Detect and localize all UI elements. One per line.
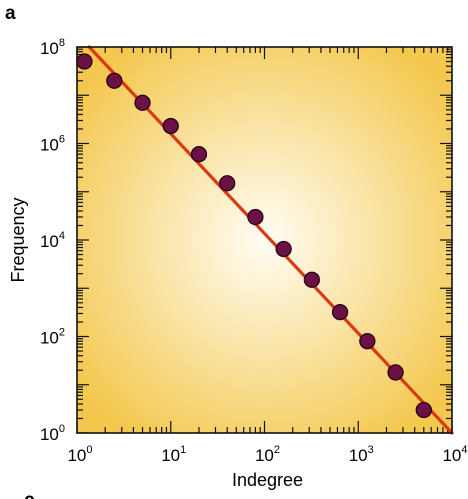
x-tick-label-exponent: 1 bbox=[180, 444, 186, 456]
panel-label: a bbox=[5, 3, 16, 24]
y-tick-label-base: 10 bbox=[40, 232, 59, 251]
data-point bbox=[190, 146, 208, 163]
y-tick-label: 102 bbox=[40, 327, 65, 348]
axis-ticks bbox=[76, 46, 453, 434]
x-tick-label-base: 10 bbox=[255, 446, 274, 465]
data-point bbox=[331, 303, 349, 321]
data-point bbox=[303, 271, 321, 288]
y-axis-title: Frequency bbox=[8, 197, 28, 282]
data-point bbox=[106, 72, 123, 89]
data-point bbox=[134, 94, 151, 111]
y-tick-label: 100 bbox=[40, 423, 65, 444]
data-point bbox=[415, 401, 432, 419]
x-tick-label-exponent: 4 bbox=[461, 444, 467, 456]
x-tick-label: 100 bbox=[67, 444, 92, 465]
y-tick-label: 104 bbox=[40, 230, 65, 251]
x-tick-label: 103 bbox=[349, 444, 374, 465]
y-tick-label: 106 bbox=[40, 134, 65, 155]
data-point bbox=[162, 117, 179, 135]
data-point bbox=[76, 53, 93, 70]
data-point bbox=[275, 240, 292, 258]
data-point bbox=[247, 208, 264, 226]
data-point bbox=[387, 364, 404, 381]
x-tick-label-base: 10 bbox=[349, 446, 368, 465]
y-tick-label-base: 10 bbox=[40, 425, 59, 444]
x-axis-title: Indegree bbox=[232, 470, 303, 490]
y-tick-label-base: 10 bbox=[40, 329, 59, 348]
data-point bbox=[359, 333, 376, 350]
x-tick-label: 101 bbox=[161, 444, 186, 465]
y-tick-label-base: 10 bbox=[40, 136, 59, 155]
x-tick-label-base: 10 bbox=[67, 446, 86, 465]
x-tick-label: 104 bbox=[442, 444, 467, 465]
y-tick-label-base: 10 bbox=[40, 39, 59, 58]
x-tick-label-base: 10 bbox=[161, 446, 180, 465]
data-point bbox=[219, 175, 236, 192]
x-tick-label-exponent: 3 bbox=[368, 444, 374, 456]
x-tick-label-base: 10 bbox=[442, 446, 461, 465]
y-tick-label-exponent: 6 bbox=[59, 134, 65, 146]
y-tick-label: 108 bbox=[40, 37, 65, 58]
next-panel-label: c bbox=[24, 490, 35, 499]
x-tick-label-exponent: 2 bbox=[274, 444, 280, 456]
y-tick-label-exponent: 2 bbox=[59, 327, 65, 339]
y-tick-label-exponent: 8 bbox=[59, 37, 65, 49]
y-tick-label-exponent: 0 bbox=[59, 423, 65, 435]
plot-frame bbox=[76, 46, 453, 434]
x-tick-label-exponent: 0 bbox=[86, 444, 92, 456]
y-tick-label-exponent: 4 bbox=[59, 230, 65, 242]
x-tick-label: 102 bbox=[255, 444, 280, 465]
